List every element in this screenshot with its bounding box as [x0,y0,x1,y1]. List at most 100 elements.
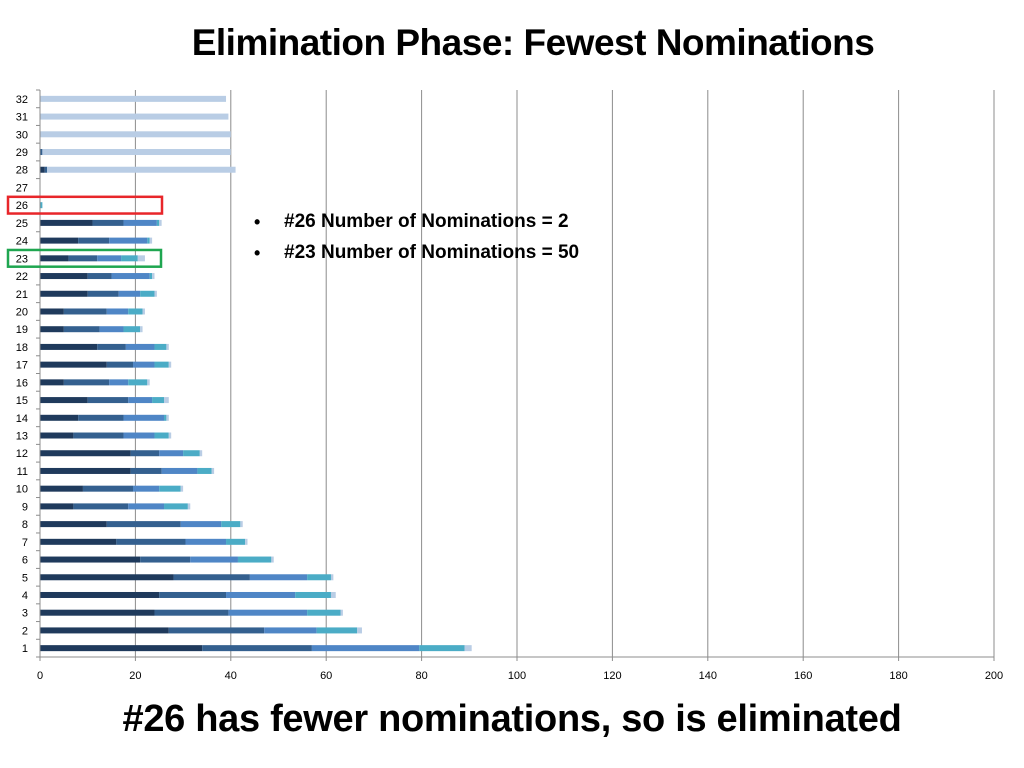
bar-9-seg-4 [164,503,188,510]
bar-3-seg-2 [154,609,229,616]
bar-5-seg-1 [40,574,174,581]
y-tick-label-9: 9 [22,501,28,513]
bar-1-seg-4 [419,645,465,652]
bar-21-seg-2 [87,290,119,297]
y-tick-label-20: 20 [16,306,28,318]
y-tick-label-30: 30 [16,129,28,141]
bar-7-seg-1 [40,538,117,545]
bar-17-seg-2 [106,361,134,368]
bar-18-seg-4 [154,343,167,350]
bar-28-seg-2 [44,166,48,173]
bar-19-seg-4 [123,326,141,333]
bar-3-seg-3 [228,609,308,616]
y-tick-label-5: 5 [22,572,28,584]
y-tick-label-6: 6 [22,555,28,567]
bar-19-seg-2 [63,326,100,333]
bar-3-seg-1 [40,609,155,616]
bar-12-seg-4 [183,450,200,457]
y-tick-label-15: 15 [16,395,28,407]
bar-15-seg-4 [152,397,165,404]
x-tick-label-100: 100 [508,670,526,682]
x-tick-label-20: 20 [129,670,141,682]
bar-5-seg-3 [249,574,308,581]
bar-18-seg-1 [40,343,98,350]
y-tick-label-7: 7 [22,537,28,549]
y-tick-label-21: 21 [16,289,28,301]
y-tick-label-3: 3 [22,608,28,620]
bar-12-seg-1 [40,450,131,457]
bullet-icon: • [254,243,261,263]
bar-19-seg-1 [40,326,64,333]
bar-13-seg-3 [123,432,155,439]
bar-28-seg-5 [47,166,236,173]
bar-9-seg-1 [40,503,74,510]
bar-2-seg-5 [357,627,362,634]
bar-21-seg-3 [118,290,141,297]
bar-25-seg-2 [92,219,124,226]
bar-8-seg-4 [221,521,241,528]
y-tick-label-29: 29 [16,147,28,159]
bar-21-seg-4 [140,290,155,297]
bar-19-seg-5 [140,326,143,333]
bar-2-seg-2 [168,627,265,634]
bar-9-seg-2 [73,503,129,510]
bar-20-seg-3 [106,308,129,315]
bar-10-seg-1 [40,485,83,492]
bar-16-seg-5 [147,379,150,386]
annotation-text: #23 Number of Nominations = 50 [284,242,580,263]
bar-2-seg-4 [316,627,358,634]
bar-14-seg-1 [40,414,79,421]
stacked-bar-chart: 1234567891011121314151617181920212223242… [6,89,1003,682]
bar-29-seg-2 [40,149,43,156]
bar-20-seg-4 [128,308,143,315]
x-tick-label-80: 80 [415,670,427,682]
bar-32-seg-5 [40,95,227,102]
bar-2-seg-3 [264,627,317,634]
bar-10-seg-3 [133,485,160,492]
bar-24-seg-4 [147,237,150,244]
y-tick-label-24: 24 [16,236,28,248]
bar-11-seg-5 [211,467,215,474]
bar-6-seg-2 [140,556,191,563]
y-tick-label-27: 27 [16,182,28,194]
y-tick-label-12: 12 [16,448,28,460]
x-tick-label-180: 180 [889,670,907,682]
bar-25-seg-1 [40,219,93,226]
annotation-item-26: • #26 Number of Nominations = 2 [252,208,579,239]
bar-17-seg-1 [40,361,107,368]
bar-17-seg-3 [133,361,155,368]
tick-labels: 1234567891011121314151617181920212223242… [16,94,1003,682]
bar-10-seg-4 [159,485,181,492]
bar-7-seg-5 [245,538,248,545]
bar-15-seg-2 [87,397,129,404]
bar-29-seg-5 [42,149,231,156]
bar-21-seg-1 [40,290,88,297]
bar-10-seg-2 [82,485,134,492]
bar-20-seg-2 [63,308,107,315]
bar-24-seg-5 [149,237,153,244]
bar-11-seg-1 [40,467,131,474]
bar-12-seg-2 [130,450,160,457]
bar-3-seg-5 [340,609,343,616]
y-tick-label-26: 26 [16,200,28,212]
annotation-text: #26 Number of Nominations = 2 [284,211,569,232]
bullet-icon: • [254,212,261,232]
bar-22-seg-4 [149,273,153,280]
highlight-box-26 [6,195,164,215]
slide-subtitle: #26 has fewer nominations, so is elimina… [122,698,902,740]
bar-1-seg-5 [464,645,472,652]
y-tick-label-19: 19 [16,324,28,336]
bar-16-seg-2 [63,379,110,386]
bar-10-seg-5 [180,485,184,492]
y-tick-label-28: 28 [16,165,28,177]
bar-30-seg-5 [40,131,231,138]
bar-8-seg-1 [40,521,107,528]
bar-20-seg-1 [40,308,64,315]
bar-21-seg-5 [154,290,157,297]
bar-19-seg-3 [99,326,124,333]
bar-16-seg-4 [128,379,148,386]
bar-5-seg-2 [173,574,250,581]
y-tick-label-13: 13 [16,431,28,443]
y-tick-label-2: 2 [22,625,28,637]
x-tick-label-200: 200 [985,670,1003,682]
